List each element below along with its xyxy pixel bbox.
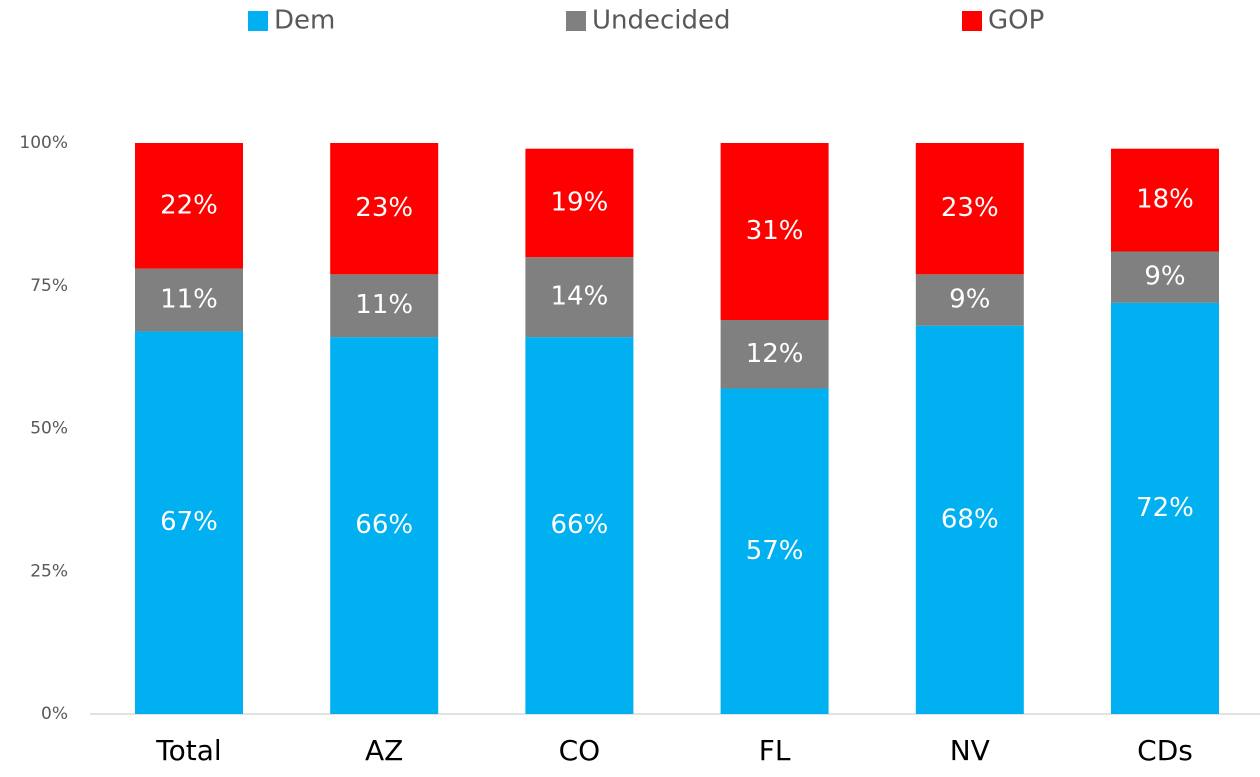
legend-label: GOP [988, 6, 1044, 36]
x-tick-label: Total [155, 734, 221, 767]
value-label: 11% [355, 290, 413, 320]
bar-segment [135, 268, 243, 332]
x-tick-label: CDs [1137, 734, 1193, 767]
value-label: 14% [551, 282, 609, 312]
bar-segment [135, 331, 243, 714]
value-label: 67% [160, 507, 218, 537]
y-tick-label: 75% [30, 276, 68, 296]
y-tick-label: 100% [19, 133, 68, 153]
value-label: 9% [949, 285, 990, 315]
bar-segment [1111, 251, 1219, 303]
bar-segment [720, 388, 829, 714]
value-label: 18% [1136, 185, 1194, 215]
bar-segment [720, 143, 829, 321]
bar-segment [525, 257, 634, 338]
value-label: 9% [1144, 262, 1185, 292]
value-label: 22% [160, 190, 218, 220]
bar-segment [1111, 302, 1219, 714]
value-label: 19% [551, 187, 609, 217]
value-label: 12% [746, 339, 804, 369]
y-tick-label: 25% [30, 561, 68, 581]
value-label: 23% [355, 193, 413, 223]
bar-segment [330, 274, 439, 338]
bar-segment [720, 320, 829, 389]
legend-swatch [962, 11, 982, 31]
x-tick-label: AZ [365, 734, 403, 767]
legend-swatch [248, 11, 268, 31]
bar-segment [330, 143, 439, 275]
y-tick-label: 0% [41, 704, 68, 724]
value-label: 57% [746, 536, 804, 566]
bar-segment [525, 148, 634, 258]
value-label: 68% [941, 504, 999, 534]
value-label: 11% [160, 285, 218, 315]
x-tick-label: NV [950, 734, 990, 767]
x-tick-label: CO [559, 734, 601, 767]
bar-segment [915, 274, 1024, 326]
value-label: 66% [551, 510, 609, 540]
bar-segment [1111, 148, 1219, 252]
value-label: 66% [355, 510, 413, 540]
bar-segment [915, 325, 1024, 714]
y-tick-label: 50% [30, 419, 68, 439]
value-label: 23% [941, 193, 999, 223]
legend-label: Dem [274, 6, 335, 36]
bar-segment [135, 143, 243, 269]
bar-segment [915, 143, 1024, 275]
bar-segment [525, 337, 634, 714]
legend-swatch [566, 11, 586, 31]
legend-label: Undecided [592, 6, 731, 36]
value-label: 31% [746, 216, 804, 246]
value-label: 72% [1136, 493, 1194, 523]
bar-segment [330, 337, 439, 714]
x-tick-label: FL [759, 734, 791, 767]
